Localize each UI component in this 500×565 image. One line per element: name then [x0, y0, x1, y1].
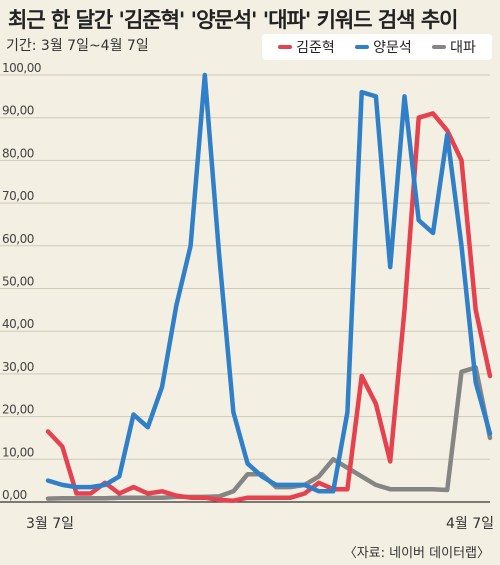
- y-tick-label: 80,00: [2, 146, 34, 160]
- y-tick-label: 30,00: [2, 360, 34, 374]
- y-tick-label: 40,00: [2, 317, 34, 331]
- y-axis-ticks: 0,00 10,00 20,00 30,00 40,00 50,00 60,00 70,00 8…: [2, 61, 42, 502]
- source-note: 〈자료: 네이버 데이터랩〉: [343, 546, 490, 561]
- y-tick-label: 0,00: [2, 488, 27, 502]
- series-line-yang: [45, 72, 493, 494]
- x-tick-label-first: 3월 7일: [26, 516, 74, 532]
- legend-label-yang: 양문석: [373, 40, 412, 56]
- y-tick-label: 70,00: [2, 189, 34, 203]
- legend-item-kim: 김준혁: [278, 37, 335, 57]
- legend-item-yang: 양문석: [355, 37, 412, 57]
- chart-subtitle: 기간: 3월 7일~4월 7일: [6, 38, 149, 54]
- y-tick-label: 20,00: [2, 403, 34, 417]
- series-lines: [45, 72, 493, 503]
- x-axis-ticks: 3월 7일 4월 7일: [26, 516, 494, 532]
- series-line-kim: [45, 111, 493, 503]
- x-tick-label-last: 4월 7일: [446, 516, 494, 532]
- y-tick-label: 10,00: [2, 445, 34, 459]
- y-tick-label: 100,00: [2, 61, 41, 75]
- legend-swatch-kim: [278, 45, 293, 49]
- y-tick-label: 50,00: [2, 275, 34, 289]
- legend-swatch-yang: [355, 45, 370, 49]
- y-tick-label: 60,00: [2, 232, 34, 246]
- legend: 김준혁 양문석 대파: [262, 34, 492, 60]
- legend-swatch-daepa: [432, 45, 447, 49]
- chart-title: 최근 한 달간 '김준혁' '양문석' '대파' 키워드 검색 추이: [8, 8, 458, 32]
- grid-lines: [0, 74, 490, 460]
- legend-label-daepa: 대파: [450, 40, 476, 56]
- legend-label-kim: 김준혁: [296, 40, 335, 56]
- legend-item-daepa: 대파: [432, 37, 476, 57]
- y-tick-label: 90,00: [2, 104, 34, 118]
